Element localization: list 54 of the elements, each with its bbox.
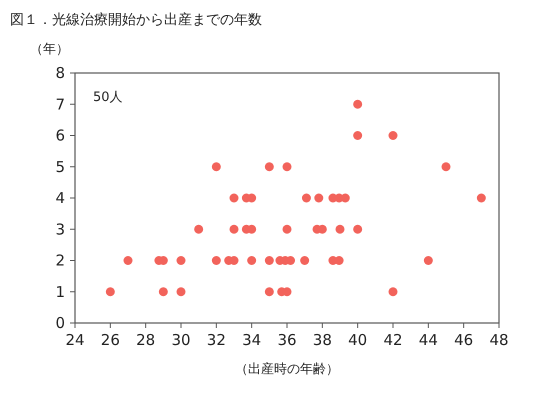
x-tick-label: 28 <box>136 331 156 349</box>
y-tick-label: 1 <box>55 282 65 301</box>
y-tick-label: 3 <box>55 220 65 238</box>
point <box>314 194 324 202</box>
x-tick-label: 30 <box>171 331 191 349</box>
x-tick-label: 34 <box>242 331 262 349</box>
point <box>176 287 186 296</box>
x-tick-label: 48 <box>489 331 509 349</box>
point <box>264 256 274 265</box>
point <box>176 256 186 265</box>
x-axis-title: （出産時の年齢） <box>235 361 339 377</box>
x-tick-label: 46 <box>454 331 474 349</box>
x-tick-label: 36 <box>277 331 297 349</box>
chart-title: 図１．光線治療開始から出産までの年数 <box>10 12 262 28</box>
point <box>230 194 238 202</box>
point <box>247 256 256 265</box>
y-tick-label: 7 <box>55 95 65 114</box>
point <box>282 162 292 172</box>
x-tick-label: 44 <box>418 331 438 349</box>
point <box>212 256 221 265</box>
y-axis-title: （年） <box>30 42 69 57</box>
point <box>106 287 115 296</box>
point <box>212 162 221 172</box>
point <box>353 224 362 234</box>
point <box>264 287 274 296</box>
point <box>282 224 292 234</box>
y-tick-label: 6 <box>55 126 65 144</box>
point <box>353 131 362 140</box>
point <box>230 224 238 234</box>
y-tick-label: 2 <box>55 252 65 270</box>
point <box>388 131 398 140</box>
x-tick-label: 40 <box>348 331 368 349</box>
point <box>194 224 204 234</box>
point <box>300 256 310 265</box>
point <box>353 100 362 109</box>
x-tick-label: 42 <box>383 331 403 349</box>
y-tick-label: 4 <box>55 189 65 207</box>
point <box>158 287 168 296</box>
x-tick-label: 24 <box>65 331 85 349</box>
point <box>442 162 450 172</box>
point <box>476 194 486 202</box>
point <box>424 256 433 265</box>
y-tick-label: 8 <box>55 64 65 82</box>
y-tick-label: 0 <box>55 314 65 332</box>
x-tick-label: 26 <box>100 331 120 349</box>
annotation: 50人 <box>93 90 123 105</box>
point <box>336 224 344 234</box>
point <box>302 194 311 202</box>
y-tick-label: 5 <box>55 158 65 176</box>
point <box>264 162 274 172</box>
x-tick-label: 38 <box>312 331 332 349</box>
point <box>388 287 398 296</box>
point <box>124 256 132 265</box>
x-tick-label: 32 <box>206 331 226 349</box>
